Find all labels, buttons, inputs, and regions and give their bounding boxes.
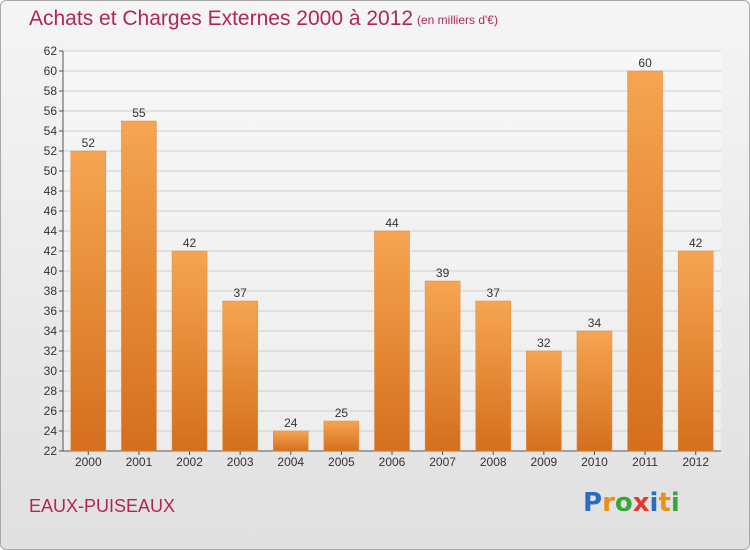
- bar: [121, 120, 157, 452]
- y-tick-label: 60: [44, 64, 58, 78]
- y-tick-label: 24: [44, 424, 58, 438]
- y-tick-label: 28: [44, 384, 58, 398]
- x-tick-label: 2000: [75, 455, 102, 469]
- y-tick-label: 26: [44, 404, 58, 418]
- x-tick-label: 2001: [126, 455, 153, 469]
- y-tick-label: 38: [44, 284, 58, 298]
- data-label: 42: [689, 236, 703, 250]
- data-label: 25: [335, 406, 349, 420]
- x-tick-label: 2004: [277, 455, 304, 469]
- data-label: 52: [82, 136, 96, 150]
- chart-subtitle: (en milliers d'€): [417, 13, 498, 27]
- bars: [70, 70, 714, 452]
- y-tick-label: 40: [44, 264, 58, 278]
- y-tick-label: 42: [44, 244, 58, 258]
- data-label: 34: [588, 316, 602, 330]
- data-label: 24: [284, 416, 298, 430]
- data-label: 55: [132, 106, 146, 120]
- bar: [323, 420, 360, 452]
- bar: [475, 300, 511, 452]
- x-tick-label: 2003: [227, 455, 254, 469]
- bar: [424, 280, 461, 452]
- y-tick-label: 56: [44, 104, 58, 118]
- y-tick-label: 54: [44, 124, 58, 138]
- logo-letter: o: [614, 488, 633, 518]
- x-tick-label: 2008: [480, 455, 507, 469]
- y-tick-label: 36: [44, 304, 58, 318]
- bar: [526, 350, 562, 452]
- labels: 22 24 26 28 30 32 34 36 38 40 42 44 46 48 50 52 54 56 58 60…: [44, 44, 710, 469]
- y-tick-label: 48: [44, 184, 58, 198]
- proxiti-logo[interactable]: Proxiti: [583, 488, 680, 518]
- bar: [273, 430, 309, 452]
- bar: [677, 250, 714, 452]
- data-label: 37: [487, 286, 501, 300]
- x-tick-label: 2002: [176, 455, 203, 469]
- data-label: 32: [537, 336, 551, 350]
- y-tick-label: 34: [44, 324, 58, 338]
- y-tick-label: 52: [44, 144, 58, 158]
- commune-name: EAUX-PUISEAUX: [29, 496, 176, 516]
- data-label: 42: [183, 236, 197, 250]
- bar: [70, 150, 107, 452]
- y-tick-label: 58: [44, 84, 58, 98]
- chart-title: Achats et Charges Externes 2000 à 2012: [29, 7, 414, 30]
- bar: [222, 300, 258, 452]
- logo-letter: i: [649, 488, 659, 518]
- logo-letter: i: [670, 488, 680, 518]
- data-label: 37: [233, 286, 247, 300]
- logo-letter: r: [602, 488, 615, 518]
- bar: [627, 70, 663, 452]
- logo-letter: P: [583, 488, 603, 518]
- bar: [576, 330, 613, 452]
- y-tick-label: 46: [44, 204, 58, 218]
- y-tick-label: 30: [44, 364, 58, 378]
- logo-letter: x: [632, 488, 650, 518]
- y-tick-label: 50: [44, 164, 58, 178]
- logo-letter: t: [658, 488, 671, 518]
- data-label: 39: [436, 266, 450, 280]
- x-tick-label: 2006: [379, 455, 406, 469]
- x-tick-label: 2010: [581, 455, 608, 469]
- y-tick-label: 62: [44, 44, 58, 58]
- x-tick-label: 2005: [328, 455, 355, 469]
- x-tick-label: 2007: [429, 455, 456, 469]
- x-tick-label: 2011: [632, 455, 658, 469]
- x-tick-label: 2012: [682, 455, 709, 469]
- data-label: 60: [638, 56, 652, 70]
- y-tick-label: 22: [44, 444, 58, 458]
- bar: [374, 230, 410, 452]
- y-tick-label: 32: [44, 344, 58, 358]
- x-tick-label: 2009: [530, 455, 557, 469]
- y-tick-label: 44: [44, 224, 58, 238]
- bar: [171, 250, 208, 452]
- data-label: 44: [385, 216, 399, 230]
